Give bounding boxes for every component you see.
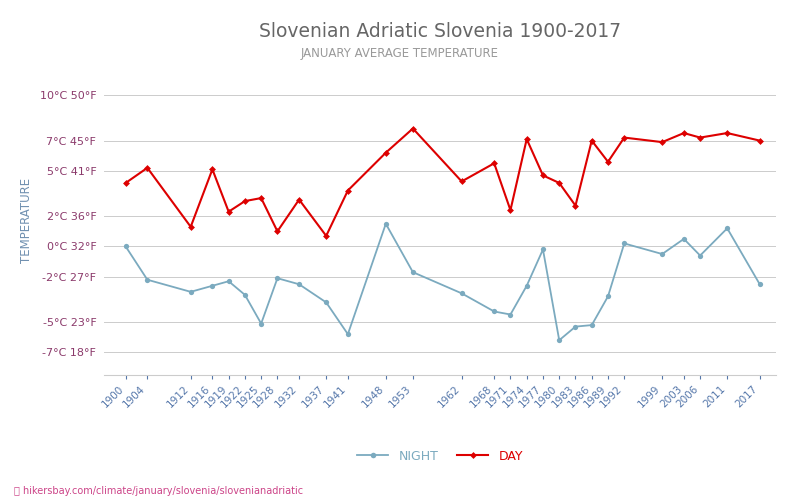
- Title: Slovenian Adriatic Slovenia 1900-2017: Slovenian Adriatic Slovenia 1900-2017: [259, 22, 621, 41]
- Text: JANUARY AVERAGE TEMPERATURE: JANUARY AVERAGE TEMPERATURE: [301, 48, 499, 60]
- Legend: NIGHT, DAY: NIGHT, DAY: [352, 445, 528, 468]
- Y-axis label: TEMPERATURE: TEMPERATURE: [20, 178, 33, 262]
- Text: 📍 hikersbay.com/climate/january/slovenia/slovenianadriatic: 📍 hikersbay.com/climate/january/slovenia…: [14, 486, 303, 496]
